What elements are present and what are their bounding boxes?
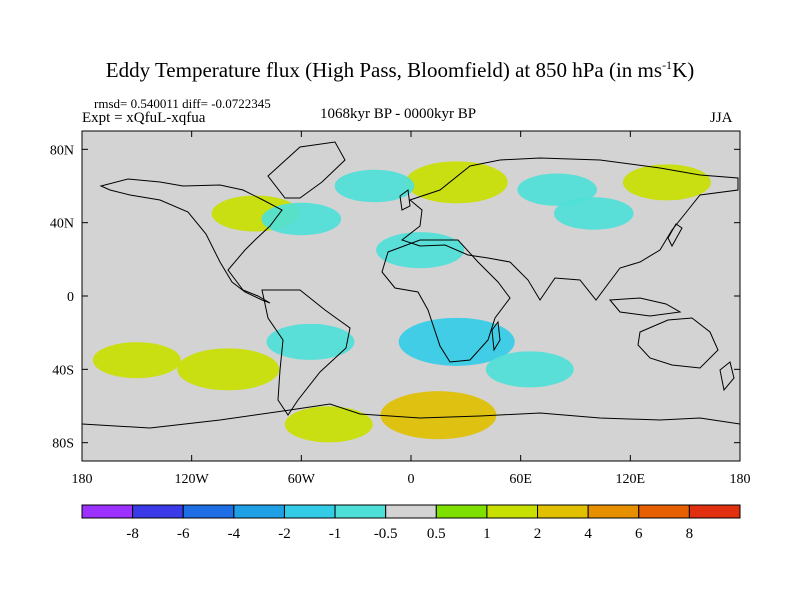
- south-america-outline: [261, 289, 351, 416]
- x-tick-label: 0: [408, 472, 415, 487]
- colorbar-label: -2: [278, 526, 291, 542]
- north-america-outline: [99, 178, 283, 304]
- experiment-label: Expt = xQfuL-xqfua: [82, 110, 206, 126]
- indonesia-outline: [608, 297, 682, 317]
- colorbar-swatch: [283, 504, 336, 519]
- x-axis: 180 120W 60W 0 60E 120E 180: [72, 131, 751, 487]
- colorbar-swatch: [385, 504, 437, 519]
- anomaly-region-6: [485, 351, 574, 388]
- new-zealand-outline: [719, 361, 735, 392]
- anomaly-region-10: [261, 202, 342, 236]
- title-main: Eddy Temperature flux (High Pass, Bloomf…: [105, 58, 663, 82]
- x-tick-label: 60E: [509, 472, 532, 487]
- colorbar-swatch: [435, 504, 488, 519]
- stats-text: rmsd= 0.540011 diff= -0.0722345: [94, 96, 271, 111]
- colorbar-label: 8: [686, 526, 694, 542]
- anomaly-region-5: [398, 317, 515, 366]
- colorbar-label: 0.5: [427, 526, 446, 542]
- colorbar-label: -0.5: [374, 526, 398, 542]
- anomaly-region-11: [334, 169, 415, 203]
- chart-title: Eddy Temperature flux (High Pass, Bloomf…: [0, 58, 800, 83]
- anomaly-region-4: [380, 391, 497, 440]
- colorbar-label: 1: [483, 526, 491, 542]
- x-tick-label: 60W: [288, 472, 316, 487]
- colorbar-swatch: [334, 504, 387, 519]
- anomaly-region-7: [376, 232, 465, 269]
- antarctica-coastline: [82, 403, 740, 429]
- australia-outline: [637, 317, 719, 369]
- colorbar-label: -6: [177, 526, 190, 542]
- x-tick-label: 120E: [616, 472, 646, 487]
- uk-outline: [399, 189, 411, 211]
- title-unit-superscript: -1: [662, 58, 673, 72]
- colorbar-swatch: [132, 504, 184, 519]
- anomaly-region-1: [92, 342, 181, 379]
- colorbar-label: -4: [228, 526, 241, 542]
- anomaly-region-14: [517, 173, 598, 206]
- africa-outline: [381, 239, 511, 363]
- anomaly-layer: [92, 161, 711, 443]
- y-tick-label: 80N: [50, 143, 74, 158]
- y-axis: 80N 40N 0 40S 80S: [50, 143, 740, 452]
- x-tick-label: 180: [72, 472, 93, 487]
- madagascar-outline: [491, 320, 501, 352]
- colorbar-label: 6: [635, 526, 643, 542]
- title-unit-tail: K): [672, 58, 695, 82]
- anomaly-region-2: [266, 323, 355, 360]
- x-tick-label: 120W: [175, 472, 210, 487]
- colorbar-swatch: [638, 504, 690, 519]
- eurasia-outline: [400, 157, 739, 301]
- anomaly-region-8: [405, 161, 508, 204]
- colorbar-swatch: [537, 504, 589, 519]
- colorbar-swatch: [182, 504, 235, 519]
- colorbar-label: 4: [584, 526, 592, 542]
- colorbar-label: -1: [329, 526, 342, 542]
- colorbar-swatch: [486, 504, 539, 519]
- anomaly-region-0: [177, 348, 280, 391]
- japan-outline: [667, 223, 683, 248]
- anomaly-region-3: [284, 406, 373, 443]
- colorbar-swatch: [587, 504, 640, 519]
- season-label: JJA: [710, 110, 733, 126]
- colorbar: -8 -6 -4 -2 -1 -0.5 0.5 1 2 4 6 8: [81, 504, 741, 542]
- y-tick-label: 40N: [50, 217, 74, 232]
- colorbar-label: 2: [534, 526, 542, 542]
- colorbar-swatch: [233, 504, 285, 519]
- colorbar-swatch: [81, 504, 134, 519]
- x-tick-label: 180: [730, 472, 751, 487]
- anomaly-region-12: [553, 197, 634, 230]
- period-label: 1068kyr BP - 0000kyr BP: [320, 106, 477, 122]
- coastlines: [82, 141, 740, 429]
- y-tick-label: 0: [67, 290, 74, 305]
- y-tick-label: 80S: [52, 437, 74, 452]
- y-tick-label: 40S: [52, 363, 74, 378]
- anomaly-region-13: [622, 164, 711, 201]
- colorbar-label: -8: [126, 526, 139, 542]
- greenland-outline: [267, 141, 346, 199]
- colorbar-swatch: [688, 504, 741, 519]
